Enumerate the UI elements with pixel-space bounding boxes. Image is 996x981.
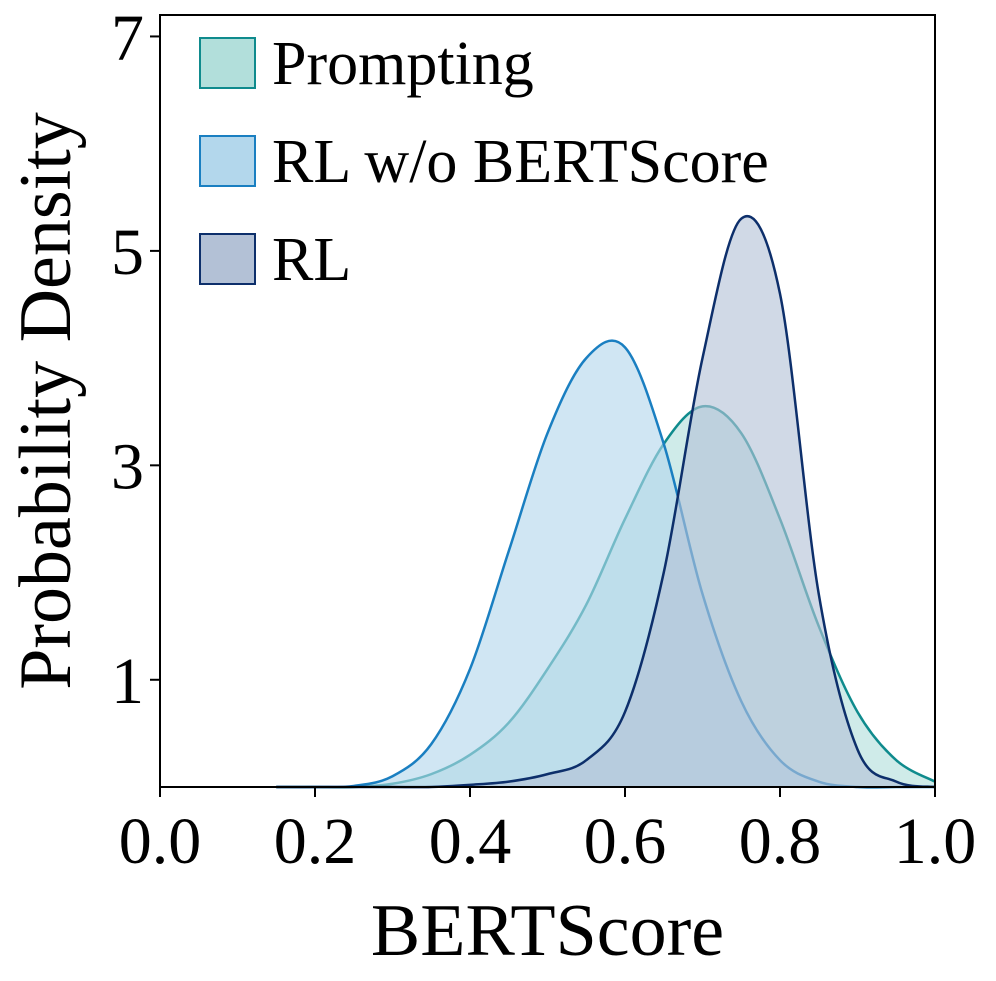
x-axis-title: BERTScore xyxy=(371,890,724,972)
legend-label: Prompting xyxy=(272,30,534,98)
legend-swatch xyxy=(199,233,256,285)
y-tick-label: 1 xyxy=(111,645,144,718)
x-tick-label: 0.4 xyxy=(429,805,512,878)
plot-frame xyxy=(159,14,936,788)
legend-label: RL w/o BERTScore xyxy=(272,128,769,196)
y-tick-label: 5 xyxy=(111,216,144,289)
legend-swatch xyxy=(199,135,256,187)
x-tick-label: 0.8 xyxy=(739,805,822,878)
legend: Prompting RL w/o BERTScore RL xyxy=(199,30,769,294)
legend-swatch xyxy=(199,37,256,89)
area-rl xyxy=(276,216,935,788)
x-axis: 0.0 0.2 0.4 0.6 0.8 1.0 xyxy=(119,787,977,878)
y-axis-title: Probability Density xyxy=(5,112,87,690)
y-axis: 1 3 5 7 xyxy=(111,1,160,718)
x-tick-label: 0.2 xyxy=(274,805,357,878)
x-tick-label: 1.0 xyxy=(894,805,977,878)
x-tick-label: 0.0 xyxy=(119,805,202,878)
area-rl-w-o-bertscore xyxy=(276,340,935,788)
y-tick-label: 3 xyxy=(111,430,144,503)
x-tick-label: 0.6 xyxy=(584,805,667,878)
legend-label: RL xyxy=(272,226,351,294)
density-areas xyxy=(276,215,936,789)
y-tick-label: 7 xyxy=(111,1,144,74)
